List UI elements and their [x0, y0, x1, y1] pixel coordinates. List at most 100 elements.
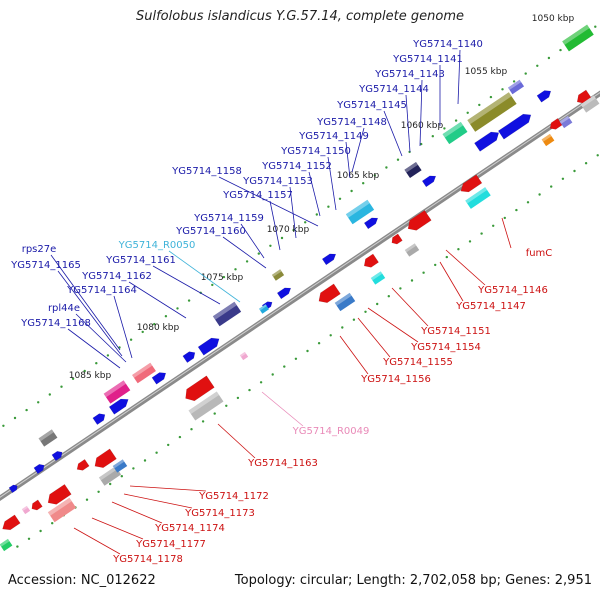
lower-gene-box-face [0, 538, 13, 552]
gene-labels: YG5714_1140 YG5714_1141 YG5714_1143 YG5714_… [10, 39, 552, 565]
lower-gene-arrow [94, 448, 117, 469]
track-dot [547, 56, 551, 60]
upper-gene-box-shine [212, 301, 237, 320]
upper-gene-box-face [404, 161, 422, 179]
upper-label-leader [405, 94, 411, 153]
track-dot [292, 228, 295, 232]
lower-gene-box-face [541, 133, 555, 147]
upper-gene-box [259, 304, 269, 314]
track-dot [259, 381, 263, 384]
track-dot [503, 216, 506, 220]
upper-gene-label: YG5714_1144 [358, 84, 429, 95]
lower-gene-box [47, 497, 77, 523]
lower-gene-box-shine [559, 115, 570, 124]
upper-gene-box [442, 121, 468, 145]
upper-gene-box-face [271, 269, 285, 281]
upper-label-leader [218, 176, 319, 227]
lower-label-leader [391, 287, 429, 327]
lower-gene-label: YG5714_1155 [382, 357, 453, 368]
upper-label-leader [419, 79, 423, 147]
track-dot [153, 322, 156, 326]
track-dot [352, 318, 356, 321]
track-dot [410, 279, 414, 282]
track-dot [573, 169, 576, 173]
upper-label-leader [168, 250, 241, 303]
track-dot [27, 537, 31, 540]
upper-gene-box-shine [442, 121, 464, 138]
upper-gene-label: YG5714_1141 [392, 54, 463, 65]
lower-gene-box-shine [0, 538, 10, 547]
track-dot [594, 25, 597, 28]
upper-gene-label: YG5714_1164 [66, 285, 137, 296]
upper-gene-arrow [151, 372, 167, 385]
scale-ticks: 1050 kbp 1055 kbp 1060 kbp 1065 kbp 1070 kbp… [69, 14, 575, 381]
upper-label-leader [57, 270, 123, 357]
lower-gene-label: YG5714_1151 [420, 326, 491, 337]
track-dot [164, 315, 168, 318]
upper-gene-arrow [321, 253, 337, 266]
track-dot [443, 127, 446, 130]
upper-gene-arrow-body [321, 253, 337, 266]
upper-gene-label: rpl44e [48, 303, 80, 314]
lower-gene-arrow [76, 458, 90, 471]
upper-gene-box-face [442, 121, 468, 145]
upper-gene-arrow-body [33, 463, 45, 475]
upper-gene-arrow-body [197, 337, 220, 356]
track-dot [16, 545, 19, 548]
upper-gene-label: YG5714_1159 [193, 213, 264, 224]
track-dot [524, 72, 527, 75]
upper-gene-box-shine [271, 269, 282, 277]
track-dot [271, 373, 274, 376]
upper-label-leader [113, 295, 133, 359]
track-dot [559, 48, 562, 52]
track-dot [294, 357, 298, 360]
track-dot [457, 248, 460, 251]
track-dot [350, 189, 353, 193]
upper-gene-label: YG5714_1150 [280, 146, 351, 157]
upper-gene-arrow [182, 351, 196, 364]
lower-gene-box-face [21, 505, 31, 515]
upper-gene-arrow [421, 175, 437, 188]
upper-gene-box [212, 301, 242, 327]
track-dot [385, 166, 388, 169]
lower-gene-arrow [31, 499, 43, 511]
upper-label-leader [457, 49, 461, 105]
upper-gene-box-shine [467, 92, 512, 125]
lower-label-leader [217, 423, 256, 459]
lower-gene-box-face [580, 95, 600, 113]
track-dot [257, 252, 260, 255]
track-dot [396, 158, 400, 161]
upper-gene-box [132, 362, 156, 384]
lower-gene-box [541, 133, 555, 147]
scale-tick-label: 1085 kbp [69, 371, 112, 381]
upper-gene-box-face [467, 92, 517, 132]
upper-gene-arrow [92, 413, 106, 426]
lower-gene-label: YG5714_1177 [135, 539, 206, 550]
upper-label-leader [75, 313, 127, 363]
upper-gene-arrow-body [51, 450, 63, 462]
lower-gene-box [188, 391, 224, 421]
track-dot [178, 435, 182, 439]
track-dot [120, 475, 124, 478]
upper-gene-box-shine [345, 199, 370, 218]
scale-tick-label: 1050 kbp [532, 14, 575, 24]
lower-gene-label: YG5714_1154 [410, 342, 481, 353]
lower-gene-arrow [391, 233, 403, 245]
track-dot [478, 103, 481, 107]
lower-label-leader [129, 485, 207, 492]
lower-gene-box-shine [370, 271, 383, 281]
track-dot [132, 467, 135, 470]
upper-gene-label: YG5714_1157 [222, 190, 293, 201]
upper-gene-box [562, 24, 594, 52]
lower-gene-box-shine [465, 187, 488, 204]
track-dot [187, 299, 191, 302]
upper-label-leader [128, 281, 187, 319]
upper-gene-box-face [103, 380, 131, 404]
track-dot [489, 95, 493, 99]
track-dot [550, 185, 553, 188]
upper-gene-arrow [363, 217, 379, 230]
upper-gene-label: YG5714_1148 [316, 117, 387, 128]
track-dot [83, 369, 86, 373]
